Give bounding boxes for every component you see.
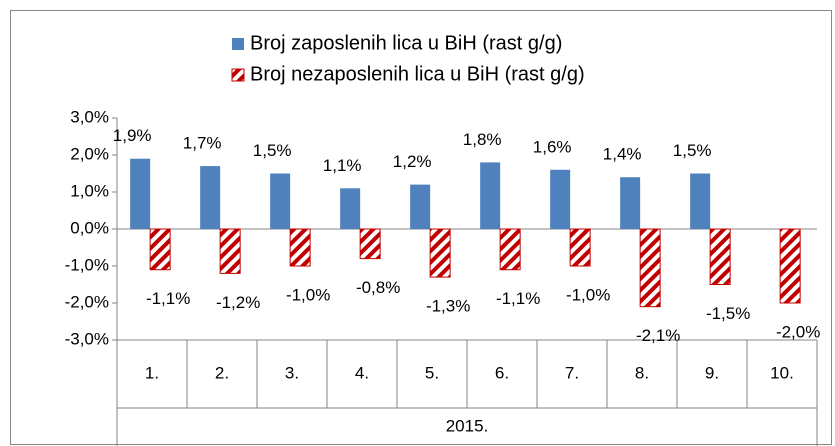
bar	[569, 228, 591, 267]
bar	[429, 228, 451, 278]
y-tick-label: -2,0%	[65, 292, 109, 311]
x-tick-label: 4.	[355, 363, 369, 382]
y-tick-label: 3,0%	[70, 107, 109, 126]
data-label: 1,2%	[393, 152, 432, 171]
bar	[779, 228, 801, 304]
data-label: -2,0%	[776, 322, 820, 341]
bar	[480, 162, 501, 229]
bar	[410, 184, 431, 229]
data-label: 1,4%	[603, 145, 642, 164]
bar	[690, 173, 711, 229]
x-tick-label: 9.	[705, 363, 719, 382]
x-tick-label: 2.	[215, 363, 229, 382]
bar	[639, 228, 661, 308]
bar	[200, 166, 221, 229]
bar	[149, 228, 171, 271]
data-label: 1,6%	[533, 137, 572, 156]
bar	[270, 173, 291, 229]
legend-label: Broj zaposlenih lica u BiH (rast g/g)	[250, 32, 562, 54]
data-label: -2,1%	[636, 326, 680, 345]
x-tick-label: 1.	[145, 363, 159, 382]
x-tick-label: 8.	[635, 363, 649, 382]
legend-swatch	[232, 38, 244, 50]
y-tick-label: 1,0%	[70, 181, 109, 200]
y-tick-label: 0,0%	[70, 218, 109, 237]
x-tick-label: 5.	[425, 363, 439, 382]
y-tick-label: 2,0%	[70, 144, 109, 163]
data-label: 1,5%	[253, 141, 292, 160]
bar	[340, 188, 361, 229]
y-tick-label: -1,0%	[65, 255, 109, 274]
y-tick-label: -3,0%	[65, 329, 109, 348]
data-label: 1,5%	[673, 141, 712, 160]
legend-label: Broj nezaposlenih lica u BiH (rast g/g)	[250, 63, 585, 85]
bar	[499, 228, 521, 271]
x-tick-label: 3.	[285, 363, 299, 382]
data-label: -0,8%	[356, 278, 400, 297]
data-label: -1,2%	[216, 293, 260, 312]
x-tick-label: 10.	[770, 363, 794, 382]
data-label: -1,1%	[496, 289, 540, 308]
data-label: 1,7%	[183, 134, 222, 153]
data-label: -1,5%	[706, 304, 750, 323]
bar	[130, 158, 151, 229]
data-label: 1,8%	[463, 130, 502, 149]
bar	[219, 228, 241, 274]
bar	[289, 228, 311, 267]
data-label: 1,9%	[113, 126, 152, 145]
bar	[550, 169, 571, 229]
data-label: -1,0%	[286, 285, 330, 304]
x-tick-label: 6.	[495, 363, 509, 382]
legend-swatch	[231, 68, 245, 82]
data-label: -1,0%	[566, 285, 610, 304]
bar	[620, 177, 641, 229]
data-label: 1,1%	[323, 156, 362, 175]
bar	[359, 228, 381, 260]
bar	[709, 228, 731, 285]
group-label: 2015.	[446, 416, 489, 435]
x-tick-label: 7.	[565, 363, 579, 382]
data-label: -1,1%	[146, 289, 190, 308]
data-label: -1,3%	[426, 297, 470, 316]
